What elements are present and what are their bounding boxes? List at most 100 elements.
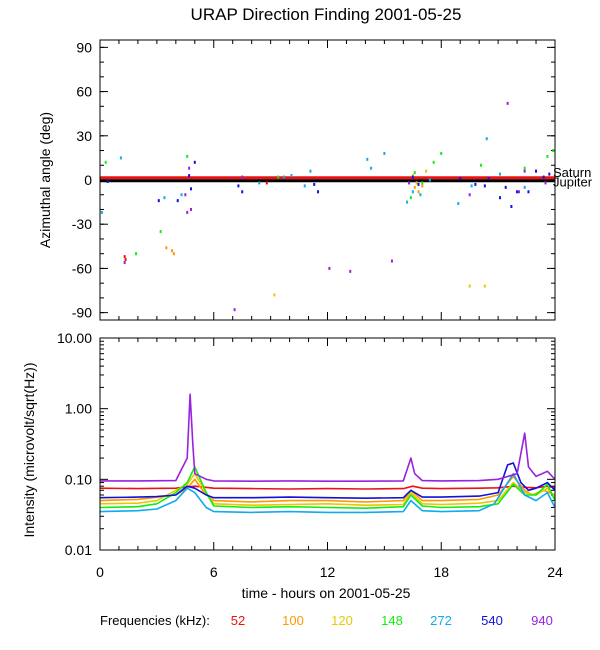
azimuth-point-940khz (544, 181, 547, 185)
azimuth-point-100khz (417, 190, 420, 194)
azimuth-ytick-label: 90 (76, 39, 92, 55)
azimuth-point-940khz (349, 269, 352, 273)
azimuth-point-272khz (499, 172, 502, 176)
azimuth-point-540khz (516, 190, 519, 194)
intensity-line-52khz (99, 485, 556, 490)
azimuth-point-272khz (100, 210, 103, 214)
azimuth-point-148khz (409, 196, 412, 200)
intensity-ytick-label: 0.10 (65, 471, 92, 487)
azimuth-point-120khz (415, 181, 418, 185)
azimuth-point-120khz (468, 284, 471, 288)
intensity-ylabel: Intensity (microvolt/sqrt(Hz)) (21, 362, 37, 537)
azimuth-point-540khz (483, 184, 486, 188)
azimuth-point-940khz (468, 193, 471, 197)
azimuth-point-940khz (184, 193, 187, 197)
legend-item-52khz: 52 (231, 613, 245, 628)
intensity-xtick-label: 0 (96, 564, 104, 580)
azimuth-point-540khz (106, 179, 109, 183)
chart-title: URAP Direction Finding 2001-05-25 (191, 5, 462, 24)
intensity-xtick-label: 6 (210, 564, 218, 580)
azimuth-point-272khz (419, 193, 422, 197)
azimuth-point-100khz (421, 184, 424, 188)
reference-label-jupiter: Jupiter (553, 175, 593, 190)
azimuth-point-120khz (483, 284, 486, 288)
azimuth-point-540khz (459, 177, 462, 181)
azimuth-point-540khz (548, 172, 551, 176)
azimuth-point-272khz (290, 174, 293, 178)
intensity-plot-frame (99, 337, 556, 551)
intensity-line-940khz (100, 393, 556, 482)
azimuth-point-540khz (193, 160, 196, 164)
reference-label-saturn: Saturn (553, 165, 591, 180)
azimuth-point-540khz (542, 175, 545, 179)
azimuth-point-148khz (421, 181, 424, 185)
azimuth-panel: Azimuthal angle (deg) 90 60 30 0 -30 -60 -90 S… (37, 39, 593, 320)
azimuth-point-52khz (123, 255, 126, 259)
azimuth-point-540khz (535, 169, 538, 173)
azimuth-point-120khz (273, 293, 276, 297)
azimuth-point-272khz (406, 200, 409, 204)
azimuth-point-52khz (265, 181, 268, 185)
azimuth-point-148khz (552, 149, 555, 153)
legend-item-100khz: 100 (282, 613, 304, 628)
azimuth-point-148khz (104, 160, 107, 164)
azimuth-point-272khz (457, 202, 460, 206)
frequency-legend: Frequencies (kHz): 52 100 120 148 272 540 940 (100, 613, 553, 628)
legend-item-148khz: 148 (381, 613, 403, 628)
azimuth-point-940khz (190, 207, 192, 211)
azimuth-point-272khz (366, 157, 369, 161)
azimuth-point-540khz (157, 199, 160, 203)
azimuth-point-540khz (317, 190, 320, 194)
azimuth-point-940khz (186, 210, 189, 214)
azimuth-point-272khz (309, 169, 312, 173)
legend-item-272khz: 272 (430, 613, 452, 628)
azimuth-point-100khz (413, 185, 416, 189)
azimuth-point-540khz (313, 182, 316, 186)
azimuth-point-940khz (390, 259, 393, 263)
azimuth-point-148khz (480, 163, 483, 167)
azimuth-point-540khz (241, 190, 244, 194)
intensity-line-272khz (99, 472, 556, 514)
azimuth-point-540khz (190, 187, 192, 191)
azimuth-point-940khz (408, 181, 411, 185)
azimuth-ytick-label: 0 (84, 172, 92, 188)
azimuth-point-540khz (188, 174, 191, 178)
azimuth-point-272khz (411, 190, 414, 194)
azimuth-ytick-label: 30 (76, 128, 92, 144)
azimuth-point-540khz (527, 190, 530, 194)
azimuth-point-52khz (124, 258, 127, 262)
azimuth-point-540khz (411, 175, 414, 179)
intensity-ytick-label: 1.00 (65, 401, 92, 417)
intensity-ytick-label: 0.01 (65, 542, 92, 558)
azimuth-point-148khz (523, 166, 526, 170)
azimuth-point-272khz (485, 137, 488, 141)
legend-item-940khz: 940 (531, 613, 553, 628)
intensity-line-148khz (99, 466, 556, 509)
legend-title: Frequencies (kHz): (100, 613, 210, 628)
intensity-xtick-label: 18 (433, 564, 449, 580)
azimuth-point-272khz (383, 151, 386, 155)
azimuth-point-540khz (474, 182, 477, 186)
intensity-xlabel: time - hours on 2001-05-25 (242, 585, 411, 601)
azimuth-point-120khz (425, 169, 428, 173)
azimuth-point-148khz (186, 154, 189, 158)
azimuth-point-148khz (432, 160, 435, 164)
azimuth-point-148khz (413, 171, 416, 175)
azimuth-ytick-label: -90 (72, 305, 92, 321)
intensity-panel: Intensity (microvolt/sqrt(Hz)) 10.00 1.00… (21, 330, 563, 601)
legend-item-540khz: 540 (481, 613, 503, 628)
azimuth-point-540khz (176, 199, 179, 203)
azimuth-point-272khz (119, 156, 122, 160)
azimuth-point-272khz (370, 166, 373, 170)
azimuth-point-100khz (171, 249, 174, 253)
intensity-xtick-label: 24 (547, 564, 563, 580)
azimuth-point-272khz (163, 196, 166, 200)
azimuth-point-272khz (258, 181, 261, 185)
azimuth-point-940khz (517, 190, 520, 194)
azimuth-point-540khz (504, 185, 507, 189)
azimuth-point-940khz (506, 101, 509, 105)
azimuth-point-940khz (523, 169, 526, 173)
azimuth-point-148khz (135, 252, 138, 256)
azimuth-point-940khz (233, 308, 236, 312)
azimuth-point-272khz (180, 193, 183, 197)
